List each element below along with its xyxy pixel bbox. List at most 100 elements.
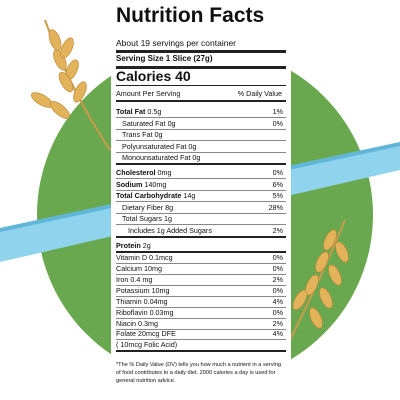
daily-value: 1% — [272, 107, 283, 116]
nutrient-amount: 8g — [165, 203, 174, 212]
rule — [116, 140, 286, 141]
nutrient-name: Potassium — [116, 286, 150, 295]
nutrient-row: Potassium 10mg 0% — [116, 286, 283, 295]
nutrient-amount: 0.5g — [147, 107, 162, 116]
nutrient-row: Folate 20mcg DFE 4% — [116, 329, 283, 338]
footnote: *The % Daily Value (DV) tells you how mu… — [116, 362, 281, 384]
servings: About 19 servings per container — [116, 38, 237, 48]
nutrient-name: Trans Fat — [122, 130, 153, 139]
wheat-left — [31, 19, 111, 151]
rule — [116, 251, 286, 253]
daily-value: 2% — [272, 226, 283, 235]
daily-value: 0% — [272, 253, 283, 262]
rule — [116, 339, 286, 340]
rule — [116, 296, 286, 297]
title: Nutrition Facts — [116, 4, 265, 27]
rule — [116, 318, 286, 319]
nutrient-amount: 0g — [167, 119, 176, 128]
amount-heading: Amount Per Serving — [116, 89, 181, 98]
nutrient-name: Total Fat — [116, 107, 146, 116]
nutrient-row: Iron 0.4 mg 2% — [116, 275, 283, 284]
daily-value: 0% — [272, 308, 283, 317]
rule — [116, 307, 286, 308]
nutrient-row: Total Carbohydrate 14g 5% — [116, 191, 283, 200]
rule — [116, 50, 286, 53]
nutrient-name: Total Carbohydrate — [116, 191, 182, 200]
nutrient-amount: 0mg — [157, 168, 172, 177]
nutrient-amount: 10mg — [143, 264, 162, 273]
rule — [116, 263, 286, 264]
daily-value: 0% — [272, 168, 283, 177]
nutrient-name: Saturated Fat — [122, 119, 166, 128]
nutrient-name: Vitamin D — [116, 253, 148, 262]
nutrient-row: Vitamin D 0.1mcg 0% — [116, 253, 283, 262]
daily-value: 0% — [272, 119, 283, 128]
rule — [116, 66, 286, 69]
nutrient-amount: 0.3mg — [137, 319, 158, 328]
nutrient-row: Riboflavin 0.03mg 0% — [116, 308, 283, 317]
nutrient-row: Total Sugars 1g — [116, 214, 283, 223]
nutrient-amount: 1g — [163, 214, 172, 223]
nutrient-name: Total Sugars — [122, 214, 162, 223]
rule — [116, 190, 286, 191]
daily-value: 2% — [272, 319, 283, 328]
nutrient-name: ( 10mcg Folic Acid) — [116, 340, 178, 349]
nutrient-row: Trans Fat 0g — [116, 130, 283, 139]
rule — [116, 329, 286, 330]
daily-value: 4% — [272, 329, 283, 338]
daily-value: 0% — [272, 264, 283, 273]
rule — [116, 117, 286, 118]
calories: Calories 40 — [116, 68, 191, 84]
nutrient-row: Saturated Fat 0g 0% — [116, 119, 283, 128]
nutrient-amount: 0.03mg — [149, 308, 174, 317]
nutrient-row: Niacin 0.3mg 2% — [116, 319, 283, 328]
dv-heading: % Daily Value — [237, 89, 282, 98]
nutrient-name: Includes 1g Added Sugars — [128, 226, 212, 235]
nutrient-row: Sodium 140mg 6% — [116, 180, 283, 189]
nutrient-row: Total Fat 0.5g 1% — [116, 107, 283, 116]
nutrient-row: Polyunsaturated Fat 0g — [116, 142, 283, 151]
nutrient-name: Protein — [116, 241, 141, 250]
serving-size: Serving Size 1 Slice (27g) — [116, 54, 213, 63]
nutrient-amount: 0.04mg — [143, 297, 168, 306]
rule — [116, 285, 286, 286]
nutrient-name: Dietary Fiber — [122, 203, 164, 212]
nutrient-name: Sodium — [116, 180, 143, 189]
nutrient-row: Monounsaturated Fat 0g — [116, 153, 283, 162]
nutrient-name: Iron — [116, 275, 129, 284]
nutrient-name: Polyunsaturated Fat — [122, 142, 187, 151]
daily-value: 4% — [272, 297, 283, 306]
nutrient-name: Calcium — [116, 264, 142, 273]
nutrient-row: Dietary Fiber 8g 28% — [116, 203, 283, 212]
nutrient-amount: 0.1mcg — [149, 253, 173, 262]
nutrient-name: Riboflavin — [116, 308, 148, 317]
daily-value: 2% — [272, 275, 283, 284]
nutrient-amount: 0g — [188, 142, 197, 151]
nutrient-row: Cholesterol 0mg 0% — [116, 168, 283, 177]
nutrient-row: Thiamin 0.04mg 4% — [116, 297, 283, 306]
nutrient-name: Niacin — [116, 319, 136, 328]
rule — [116, 224, 286, 225]
rule — [116, 85, 286, 86]
rule — [116, 236, 286, 238]
daily-value: 5% — [272, 191, 283, 200]
nutrient-amount: 10mg — [151, 286, 170, 295]
nutrition-label: Nutrition Facts About 19 servings per co… — [111, 0, 291, 400]
rule — [116, 178, 286, 179]
nutrient-amount: 140mg — [144, 180, 167, 189]
rule — [116, 213, 286, 214]
nutrient-name: Folate — [116, 329, 136, 338]
nutrient-amount: 0g — [154, 130, 163, 139]
wheat-right — [289, 219, 349, 341]
daily-value: 6% — [272, 180, 283, 189]
nutrient-amount: 2g — [142, 241, 151, 250]
nutrient-name: Monounsaturated Fat — [122, 153, 191, 162]
rule — [116, 274, 286, 275]
rule — [116, 129, 286, 130]
rule — [116, 201, 286, 202]
nutrient-amount: 20mcg DFE — [137, 329, 176, 338]
rule — [116, 163, 286, 165]
nutrient-row: Protein 2g — [116, 241, 283, 250]
nutrient-name: Cholesterol — [116, 168, 156, 177]
